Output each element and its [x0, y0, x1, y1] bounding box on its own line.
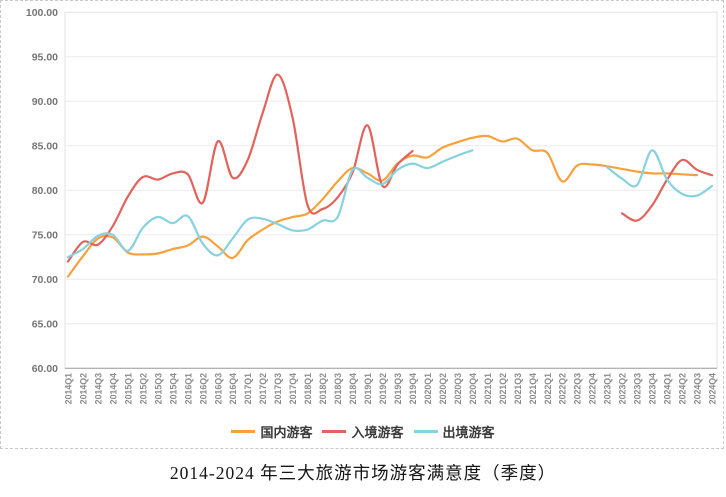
x-axis-label: 2018Q4 — [348, 373, 358, 404]
y-axis-label: 65.00 — [32, 318, 58, 330]
satisfaction-line-chart: 60.00 65.00 70.00 75.00 80.00 85.00 90.00 95.00… — [26, 7, 718, 404]
x-axis-label: 2014Q1 — [64, 373, 74, 404]
x-axis-label: 2024Q1 — [663, 373, 673, 404]
chart-title: 2014-2024 年三大旅游市场游客满意度（季度） — [169, 463, 557, 483]
x-axis-label: 2022Q4 — [588, 373, 598, 404]
x-axis-label: 2019Q2 — [378, 373, 388, 404]
x-axis-label: 2022Q1 — [543, 373, 553, 404]
x-axis-label: 2016Q1 — [183, 373, 193, 404]
x-axis-label: 2017Q1 — [243, 373, 253, 404]
x-axis-label: 2014Q3 — [93, 373, 103, 404]
y-axis-label: 80.00 — [32, 185, 58, 197]
x-axis-label: 2024Q3 — [693, 373, 703, 404]
x-axis-label: 2020Q3 — [453, 373, 463, 404]
x-axis-label: 2021Q1 — [483, 373, 493, 404]
chart-legend: 国内游客 入境游客 出境游客 — [0, 422, 726, 441]
x-axis-label: 2023Q4 — [648, 373, 658, 404]
y-axis-label: 95.00 — [32, 51, 58, 63]
x-axis-label: 2020Q1 — [423, 373, 433, 404]
x-axis-label: 2017Q4 — [288, 373, 298, 404]
y-axis-label: 70.00 — [32, 274, 58, 286]
x-axis-label: 2023Q3 — [633, 373, 643, 404]
x-axis-label: 2019Q3 — [393, 373, 403, 404]
legend-swatch-domestic — [231, 430, 256, 433]
y-axis-label: 90.00 — [32, 96, 58, 108]
x-axis-label: 2014Q4 — [108, 373, 118, 404]
x-axis-label: 2015Q1 — [123, 373, 133, 404]
y-axis-label: 60.00 — [32, 363, 58, 375]
x-axis-label: 2022Q3 — [573, 373, 583, 404]
x-axis-label: 2015Q2 — [138, 373, 148, 404]
x-axis-label: 2018Q3 — [333, 373, 343, 404]
x-axis-label: 2018Q1 — [303, 373, 313, 404]
series-line-inbound — [66, 73, 414, 263]
legend-swatch-inbound — [322, 430, 347, 433]
x-axis-label: 2021Q3 — [513, 373, 523, 404]
x-axis-label: 2024Q2 — [678, 373, 688, 404]
series-line-outbound — [66, 149, 474, 259]
x-axis-label: 2014Q2 — [78, 373, 88, 404]
x-axis-label: 2016Q2 — [198, 373, 208, 404]
y-axis-label: 75.00 — [32, 229, 58, 241]
legend-label-inbound: 入境游客 — [351, 425, 404, 440]
legend-item-inbound: 入境游客 — [322, 422, 404, 441]
x-axis-label: 2017Q3 — [273, 373, 283, 404]
legend-item-domestic: 国内游客 — [231, 422, 312, 441]
x-axis-label: 2024Q4 — [708, 373, 718, 404]
x-axis-label: 2015Q4 — [168, 373, 178, 404]
legend-swatch-outbound — [413, 430, 438, 433]
legend-item-outbound: 出境游客 — [413, 422, 495, 441]
x-axis-label: 2019Q4 — [408, 373, 418, 404]
x-axis-label: 2016Q4 — [228, 373, 238, 404]
x-axis-label: 2023Q2 — [618, 373, 628, 404]
legend-label-domestic: 国内游客 — [260, 425, 313, 440]
x-axis-label: 2016Q3 — [213, 373, 223, 404]
x-axis-label: 2017Q2 — [258, 373, 268, 404]
x-axis-label: 2023Q1 — [603, 373, 613, 404]
series-line-outbound — [606, 149, 714, 198]
series-line-domestic — [66, 134, 699, 278]
y-axis-label: 85.00 — [32, 140, 58, 152]
x-axis-label: 2019Q1 — [363, 373, 373, 404]
x-axis-label: 2021Q4 — [528, 373, 538, 404]
x-axis-label: 2015Q3 — [153, 373, 163, 404]
x-axis-label: 2021Q2 — [498, 373, 508, 404]
x-axis-label: 2020Q4 — [468, 373, 478, 404]
chart-frame — [0, 0, 724, 449]
x-axis-label: 2018Q2 — [318, 373, 328, 404]
x-axis-label: 2020Q2 — [438, 373, 448, 404]
x-axis-label: 2022Q2 — [558, 373, 568, 404]
y-axis-label: 100.00 — [26, 7, 58, 19]
legend-label-outbound: 出境游客 — [442, 425, 495, 440]
